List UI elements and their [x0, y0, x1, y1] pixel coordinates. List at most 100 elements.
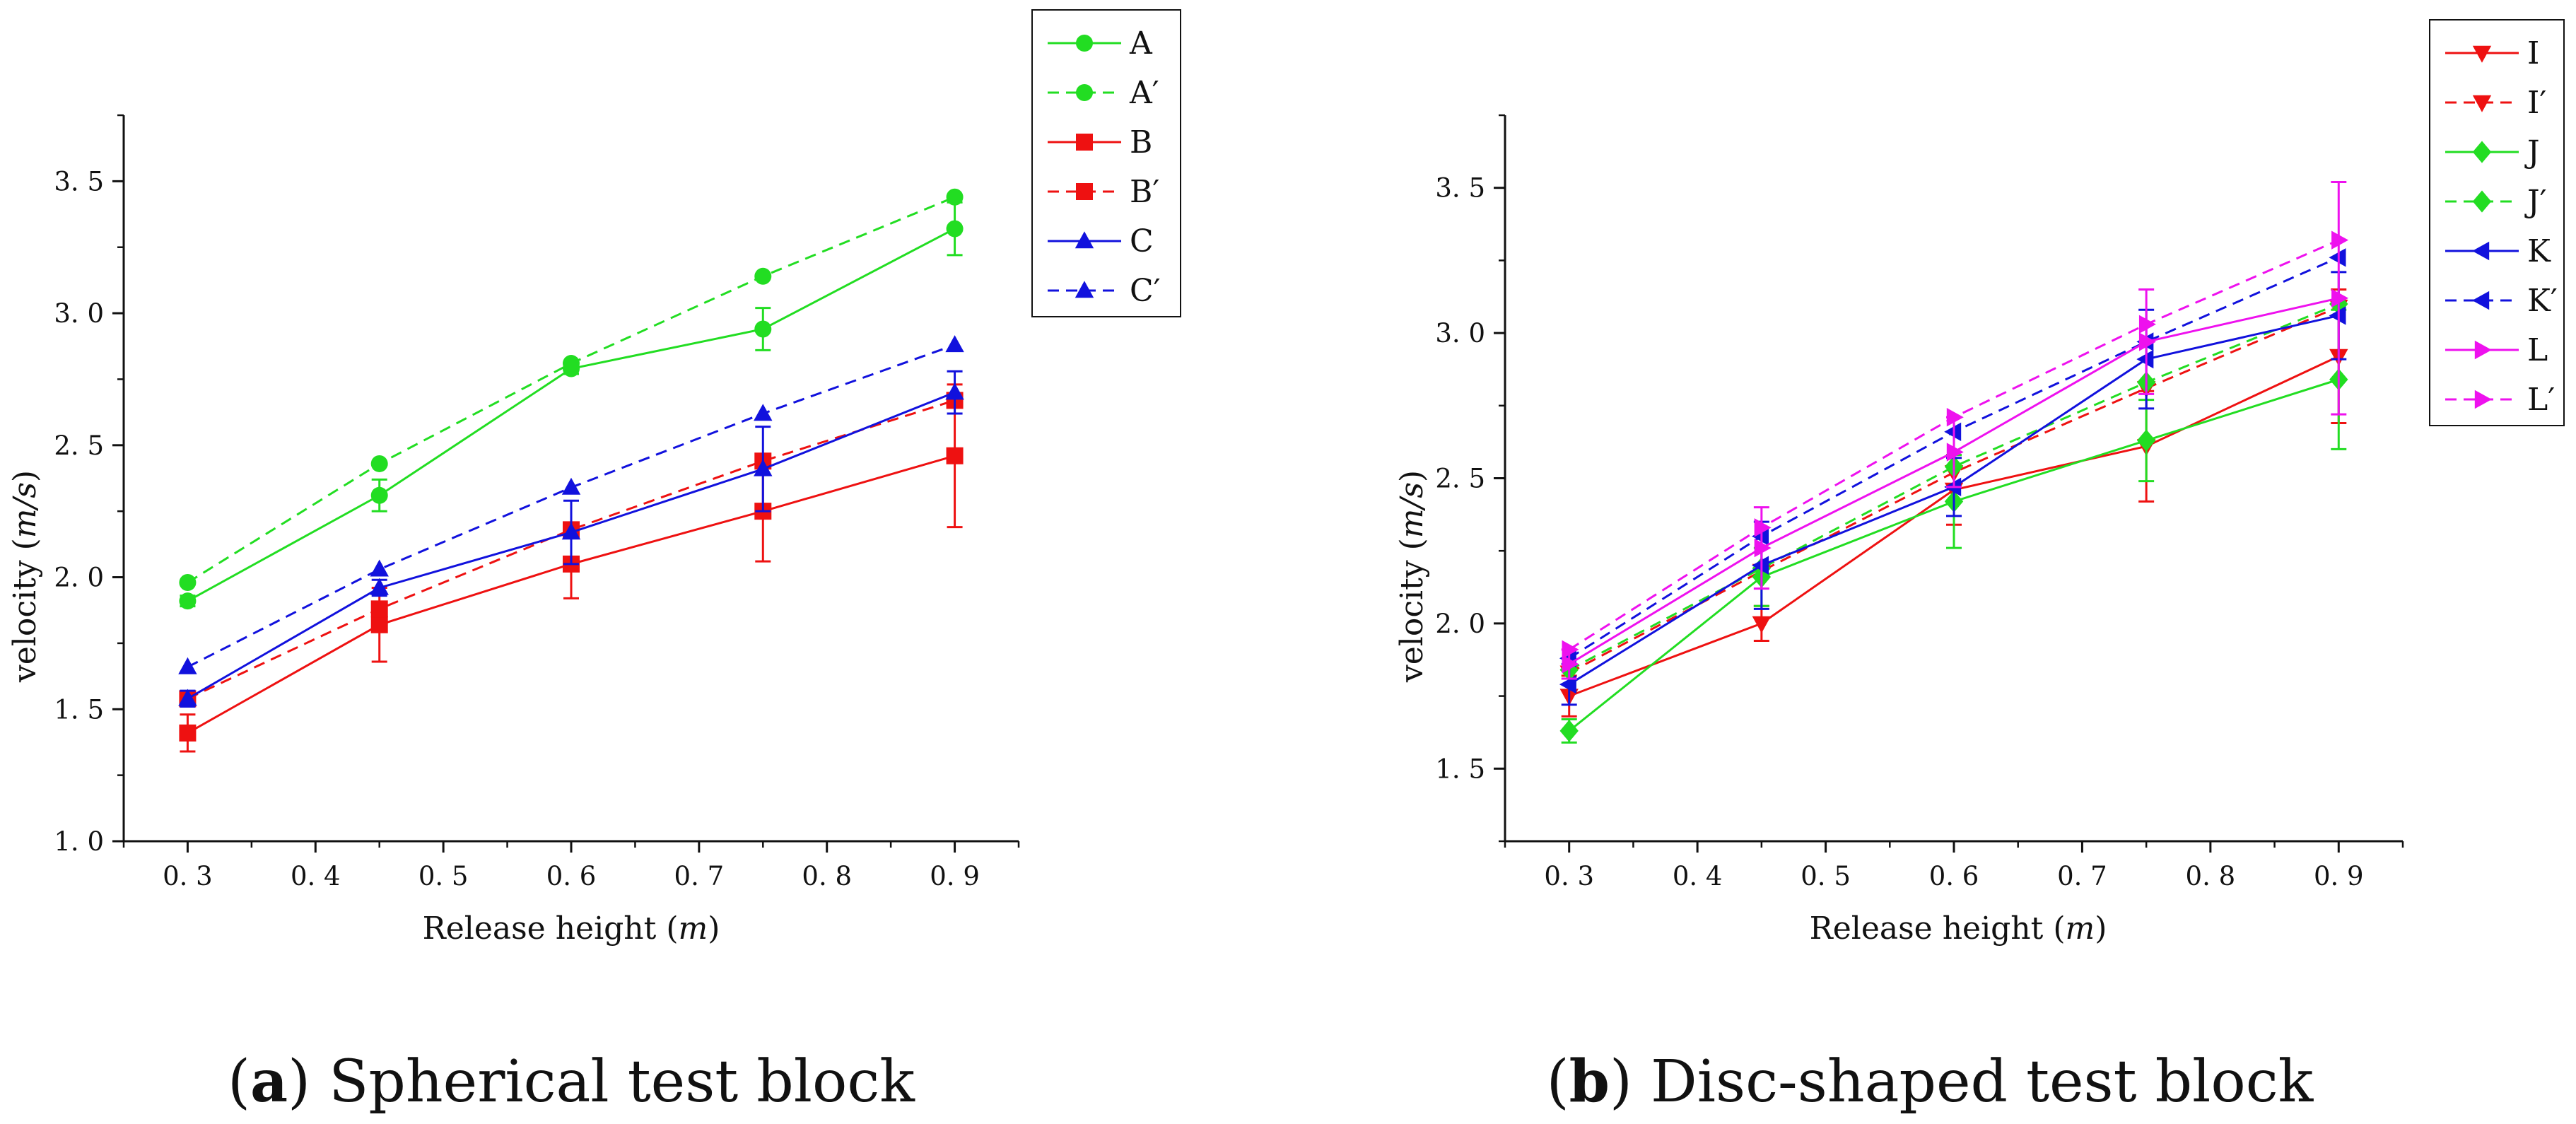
panel-b-caption-label: b [1569, 1048, 1610, 1116]
panel-b-legend-marker [2472, 190, 2492, 213]
panel-b-xtick-label: 0. 9 [2314, 861, 2364, 891]
panel-b-legend-label: J [2524, 134, 2540, 170]
panel-b-data-point [1562, 655, 1579, 674]
panel-a-legend: A A′ B B′ C C′ [1031, 9, 1181, 317]
panel-a-xtick-label: 0. 4 [291, 861, 341, 891]
panel-a-xtick-label: 0. 7 [674, 861, 725, 891]
panel-b-legend-marker [2472, 45, 2492, 63]
panel-a-legend-marker [1076, 134, 1093, 151]
panel-a-data-point [179, 724, 197, 742]
panel-a-series-line [187, 399, 956, 700]
panel-a-data-point [179, 592, 197, 610]
panel-a-data-point [563, 355, 580, 373]
panel-b-xunit: m [2066, 911, 2095, 947]
panel-b-legend-marker [2472, 291, 2490, 310]
panel-b-series [1559, 271, 2347, 706]
panel-b-data-point [2331, 230, 2349, 250]
panel-a-data-point [946, 447, 964, 464]
panel-a-series [179, 188, 964, 592]
panel-a-data-point [370, 600, 388, 618]
panel-a-legend-marker [1076, 35, 1093, 52]
panel-b-legend-marker [2474, 390, 2492, 409]
panel-a-series [178, 335, 964, 674]
panel-b: 1. 5 2. 0 2. 5 3. 0 3. 5 0. 3 0. 4 0. 5 0. 6 0. 7… [1394, 19, 2565, 1116]
panel-b-ytick-label: 2. 5 [1435, 464, 1485, 494]
panel-b-data-point [2136, 429, 2156, 452]
panel-a-data-point [561, 522, 581, 540]
panel-a-ytick-label: 2. 0 [54, 563, 104, 593]
panel-b-legend-marker [2472, 95, 2492, 112]
panel-b-legend-label: I [2527, 35, 2539, 71]
panel-b-series [1559, 308, 2348, 744]
panel-a-data-point [945, 335, 964, 353]
panel-a-ylabel-text: velocity [7, 560, 43, 683]
panel-a-legend-box [1031, 9, 1181, 317]
panel-b-series [1561, 180, 2349, 680]
panel-a-series [178, 370, 964, 708]
panel-b-data-point [1946, 408, 1964, 427]
panel-b-xtick-label: 0. 3 [1544, 861, 1594, 891]
panel-a-legend-label: A [1129, 25, 1153, 62]
panel-a-ytick-label: 3. 5 [54, 166, 104, 197]
panel-a-data-point [370, 559, 389, 577]
panel-b-legend-label: I′ [2527, 85, 2546, 121]
panel-a: 1. 0 1. 5 2. 0 2. 5 3. 0 3. 5 0. 3 0. 4 0. 5 0. 6… [7, 9, 1181, 1116]
panel-a-data-point [370, 486, 388, 504]
panel-b-data-point [1752, 556, 1769, 575]
panel-b-ytick-label: 2. 0 [1435, 609, 1485, 639]
panel-b-series [1562, 230, 2349, 660]
panel-b-data-point [1754, 538, 1772, 558]
panel-a-data-point [178, 657, 197, 674]
panel-b-legend-label: J′ [2524, 184, 2547, 220]
panel-b-legend-label: K′ [2527, 283, 2558, 319]
panel-a-legend-label: C′ [1130, 273, 1161, 309]
panel-b-legend-label: L′ [2527, 382, 2555, 418]
panel-b-data-point [2138, 332, 2156, 351]
panel-a-data-point [946, 188, 964, 206]
panel-a-data-point [178, 689, 197, 706]
panel-a-caption-text: Spherical test block [329, 1048, 915, 1116]
panel-a-data-point [946, 220, 964, 238]
panel-a-data-point [754, 267, 772, 285]
panel-b-data-point [2136, 349, 2154, 369]
panel-b-caption: (b) Disc-shaped test block [1547, 1048, 2314, 1116]
panel-a-legend-label: A′ [1129, 75, 1159, 111]
panel-a-legend-label: B′ [1130, 174, 1159, 210]
panel-a-caption-label: a [250, 1048, 288, 1116]
panel-a-ylabel: velocity (m/s) [7, 470, 43, 683]
panel-b-data-point [1754, 518, 1772, 537]
panel-b-yunit: m/s [1394, 482, 1430, 538]
panel-a-caption: (a) Spherical test block [228, 1048, 915, 1116]
panel-a-legend-label: B [1130, 124, 1152, 160]
panel-b-xtick-label: 0. 7 [2057, 861, 2107, 891]
panel-b-xtick-label: 0. 4 [1673, 861, 1723, 891]
panel-b-data-point [1752, 616, 1772, 633]
panel-b-data-point [2331, 288, 2349, 308]
panel-a-data-point [945, 382, 964, 400]
panel-a-xunit: m [679, 911, 708, 947]
panel-b-legend-marker [2474, 340, 2492, 360]
panel-a-legend-marker [1075, 231, 1094, 249]
panel-a-data-point [561, 477, 581, 495]
panel-a-xlabel-text: Release height [423, 911, 657, 947]
panel-b-ytick-label: 1. 5 [1435, 754, 1485, 784]
panel-b-legend-marker [2472, 241, 2490, 261]
panel-a-legend-label: C [1130, 223, 1154, 259]
panel-a-legend-marker [1076, 183, 1093, 200]
panel-b-ytick-label: 3. 5 [1435, 173, 1485, 204]
panel-a-data-point [179, 574, 197, 592]
panel-b-xtick-label: 0. 8 [2186, 861, 2236, 891]
panel-a-data-point [370, 578, 389, 595]
panel-a-ytick-label: 1. 5 [54, 694, 104, 725]
panel-a-ytick-label: 3. 0 [54, 298, 104, 329]
panel-a-yunit: m/s [7, 482, 43, 538]
panel-b-data-point [1562, 640, 1579, 660]
panel-a-xlabel: Release height (m) [423, 911, 720, 947]
panel-a-ytick-label: 2. 5 [54, 431, 104, 461]
panel-b-xlabel: Release height (m) [1810, 911, 2107, 947]
panel-b-data-point [1752, 527, 1769, 546]
panel-b-data-point [1944, 422, 1962, 441]
panel-a-series [179, 383, 964, 753]
panel-a-ytick-label: 1. 0 [54, 826, 104, 857]
